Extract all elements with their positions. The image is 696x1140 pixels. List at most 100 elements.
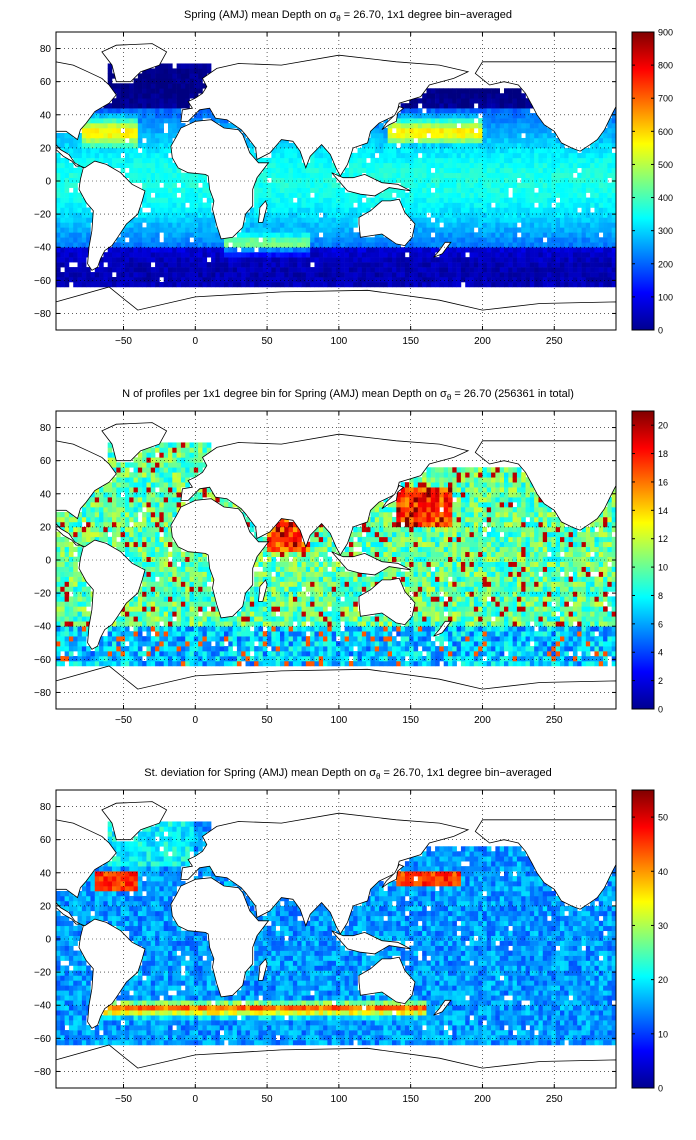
heatmap-cell	[159, 526, 164, 533]
heatmap-cell	[417, 147, 423, 154]
heatmap-cell	[86, 217, 91, 223]
heatmap-cell	[86, 281, 91, 288]
heatmap-cell	[189, 556, 195, 562]
heatmap-cell	[404, 147, 410, 154]
heatmap-cell	[60, 262, 65, 268]
heatmap-cell	[168, 601, 173, 607]
heatmap-cell	[56, 591, 61, 597]
heatmap-cell	[508, 123, 513, 129]
heatmap-cell	[163, 546, 169, 553]
heatmap-cell	[275, 222, 281, 228]
heatmap-cell	[564, 177, 569, 183]
heatmap-cell	[607, 137, 612, 144]
heatmap-cell	[86, 601, 91, 607]
heatmap-cell	[124, 660, 130, 667]
heatmap-cell	[193, 586, 199, 592]
heatmap-cell	[396, 128, 401, 134]
heatmap-cell	[172, 631, 177, 637]
heatmap-cell	[64, 566, 70, 572]
heatmap-cell	[176, 237, 182, 243]
heatmap-cell	[142, 641, 147, 647]
heatmap-cell	[116, 472, 121, 478]
heatmap-cell	[521, 281, 526, 288]
heatmap-cell	[305, 277, 311, 283]
heatmap-cell	[284, 262, 289, 268]
heatmap-cell	[180, 277, 186, 283]
heatmap-cell	[176, 660, 182, 667]
heatmap-cell	[422, 142, 427, 149]
heatmap-cell	[499, 157, 505, 164]
heatmap-cell	[310, 217, 315, 223]
heatmap-cell	[107, 656, 113, 662]
heatmap-cell	[146, 247, 152, 253]
heatmap-cell	[77, 576, 83, 582]
heatmap-cell	[241, 227, 246, 233]
heatmap-cell	[448, 103, 453, 109]
heatmap-cell	[77, 641, 83, 647]
heatmap-cell	[340, 217, 345, 223]
heatmap-cell	[460, 177, 466, 183]
heatmap-cell	[77, 207, 83, 213]
heatmap-cell	[426, 103, 432, 109]
heatmap-cell	[607, 237, 612, 243]
heatmap-cell	[198, 78, 203, 84]
heatmap-cell	[409, 108, 414, 114]
heatmap-cell	[271, 152, 276, 159]
heatmap-cell	[176, 123, 182, 129]
heatmap-cell	[348, 167, 354, 174]
heatmap-cell	[353, 262, 358, 268]
heatmap-cell	[547, 272, 552, 278]
heatmap-cell	[439, 182, 444, 188]
heatmap-cell	[568, 257, 574, 263]
heatmap-cell	[460, 123, 466, 129]
heatmap-cell	[180, 222, 186, 228]
heatmap-cell	[146, 660, 152, 667]
heatmap-cell	[508, 207, 513, 213]
heatmap-cell	[73, 172, 78, 178]
heatmap-cell	[60, 232, 65, 238]
heatmap-cell	[452, 272, 457, 278]
heatmap-cell	[198, 222, 203, 228]
heatmap-cell	[521, 142, 526, 149]
heatmap-cell	[374, 252, 380, 258]
heatmap-cell	[491, 207, 496, 213]
heatmap-cell	[275, 162, 281, 169]
heatmap-cell	[124, 242, 130, 248]
heatmap-cell	[112, 128, 117, 134]
heatmap-cell	[396, 157, 401, 164]
heatmap-cell	[572, 281, 578, 288]
heatmap-cell	[374, 197, 380, 203]
heatmap-cell	[112, 636, 117, 642]
heatmap-cell	[435, 103, 440, 109]
heatmap-cell	[379, 167, 384, 174]
heatmap-cell	[254, 237, 259, 243]
heatmap-cell	[525, 277, 531, 283]
heatmap-cell	[305, 267, 311, 273]
heatmap-cell	[198, 73, 203, 79]
heatmap-cell	[370, 267, 376, 273]
heatmap-cell	[443, 202, 449, 208]
heatmap-cell	[68, 132, 74, 139]
heatmap-cell	[249, 262, 255, 268]
heatmap-cell	[555, 177, 561, 183]
heatmap-cell	[585, 281, 591, 288]
heatmap-cell	[159, 73, 164, 79]
heatmap-cell	[112, 656, 117, 662]
heatmap-cell	[465, 197, 470, 203]
heatmap-cell	[482, 281, 488, 288]
heatmap-cell	[129, 546, 134, 553]
heatmap-cell	[577, 222, 582, 228]
heatmap-cell	[198, 88, 203, 94]
heatmap-cell	[185, 601, 190, 607]
heatmap-cell	[611, 192, 617, 198]
heatmap-cell	[443, 262, 449, 268]
heatmap-cell	[146, 267, 152, 273]
heatmap-cell	[598, 252, 604, 258]
heatmap-cell	[370, 147, 376, 154]
heatmap-cell	[404, 267, 410, 273]
heatmap-cell	[150, 641, 156, 647]
heatmap-cell	[146, 192, 152, 198]
heatmap-cell	[379, 242, 384, 248]
heatmap-cell	[430, 222, 436, 228]
heatmap-cell	[392, 272, 397, 278]
